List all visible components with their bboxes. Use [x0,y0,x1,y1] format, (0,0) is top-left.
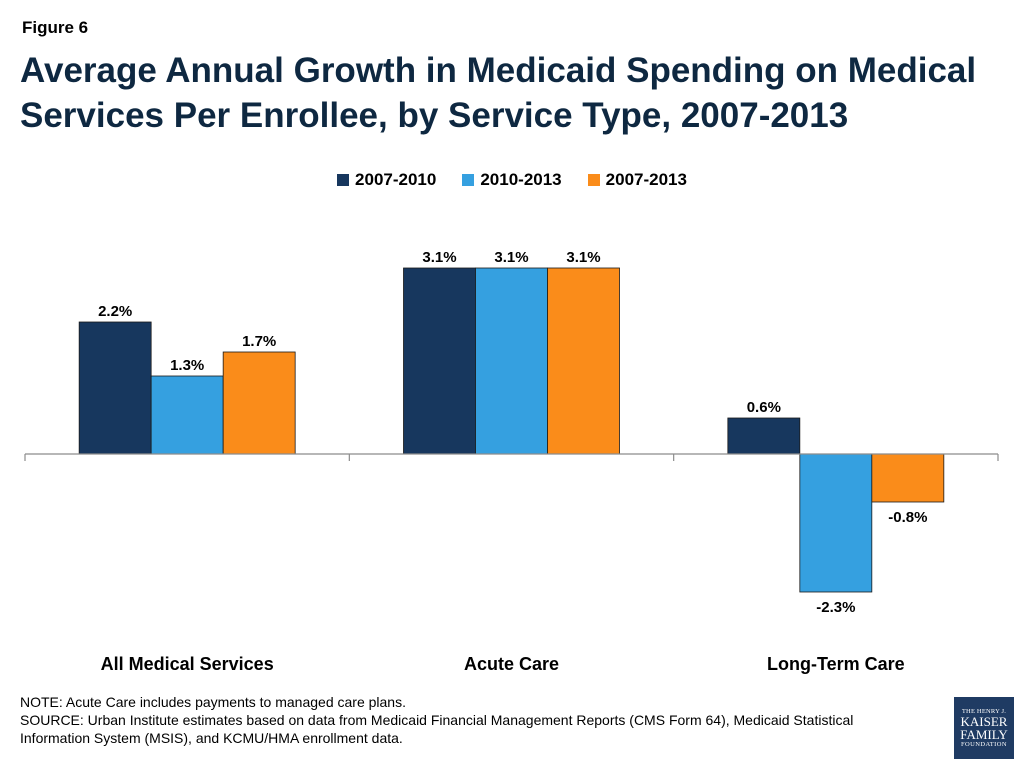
legend-label-series-3: 2007-2013 [605,170,687,189]
legend-item-series-3: 2007-2013 [587,170,687,190]
category-label-3: Long-Term Care [767,654,905,674]
category-label-2: Acute Care [464,654,559,674]
data-label-2-2: 3.1% [494,249,528,266]
legend-swatch-series-2 [462,174,475,186]
chart-title: Average Annual Growth in Medicaid Spendi… [20,51,977,135]
figure-label: Figure 6 [22,18,89,37]
data-label-3-2: -2.3% [816,599,855,616]
legend-swatch-series-1 [337,174,350,186]
bar-3-3 [871,453,945,503]
data-label-3-3: -0.8% [888,509,927,526]
bar-1-3 [222,351,296,455]
bar-2-1 [403,267,476,455]
logo-line-3: FAMILY [960,727,1008,742]
legend-swatch-series-3 [587,174,600,186]
legend-label-series-1: 2007-2010 [355,170,437,189]
data-label-1-2: 1.3% [170,357,204,374]
data-label-2-1: 3.1% [422,249,456,266]
bar-3-2 [799,453,873,593]
logo-line-2: KAISER [960,714,1008,729]
category-label-1: All Medical Services [101,654,274,674]
legend-item-series-1: 2007-2010 [337,170,436,190]
note-text: NOTE: Acute Care includes payments to ma… [20,694,406,710]
logo-line-4: FOUNDATION [961,741,1007,748]
chart-legend: 2007-2010 2010-2013 2007-2013 [0,170,1024,190]
legend-item-series-2: 2010-2013 [462,170,562,190]
source-text: SOURCE: Urban Institute estimates based … [20,712,854,746]
footnotes: NOTE: Acute Care includes payments to ma… [20,693,900,747]
logo-line-1: THE HENRY J. [961,708,1007,715]
bar-1-2 [150,375,224,455]
legend-label-series-2: 2010-2013 [480,170,562,189]
bar-1-1 [78,321,152,455]
bar-3-1 [727,417,801,455]
bar-2-3 [547,267,620,455]
data-label-1-1: 2.2% [98,303,132,320]
data-label-1-3: 1.7% [242,333,276,350]
kaiser-family-foundation-logo: THE HENRY J. KAISER FAMILY FOUNDATION [954,697,1014,759]
data-label-2-3: 3.1% [566,249,600,266]
bar-2-2 [475,267,548,455]
bar-chart: 2.2% 1.3% 1.7% All Medical Services 3.1% 3.1%… [24,249,999,674]
data-label-3-1: 0.6% [747,399,781,416]
